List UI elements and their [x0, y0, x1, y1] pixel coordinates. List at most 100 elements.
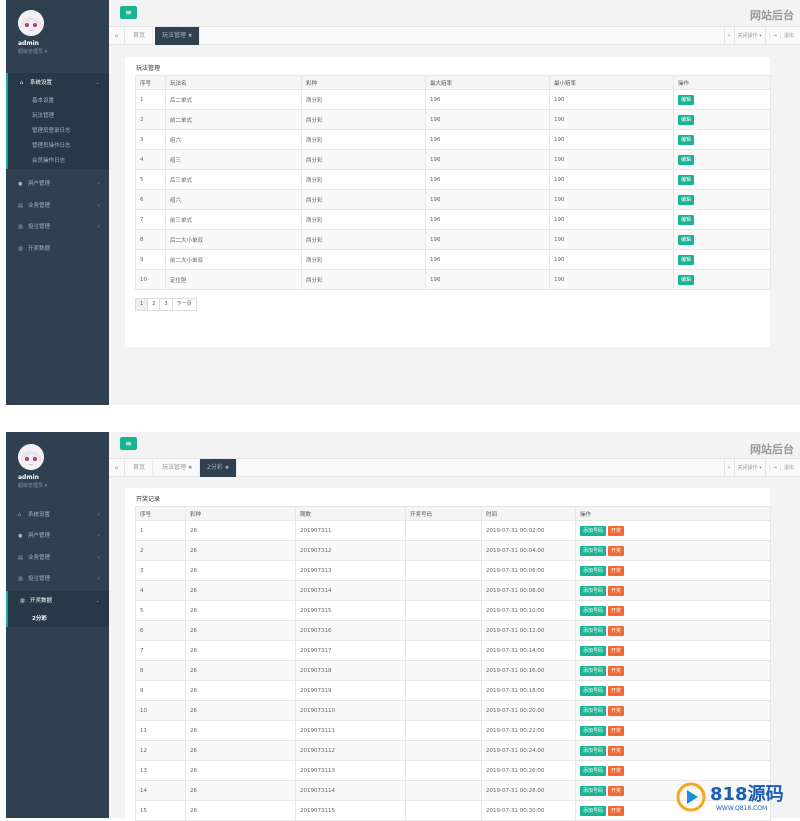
draw-button[interactable]: 开奖	[608, 746, 624, 756]
draw-button[interactable]: 开奖	[608, 666, 624, 676]
add-number-button[interactable]: 添加号码	[580, 646, 606, 656]
nav-label: 投注管理	[28, 224, 50, 230]
add-number-button[interactable]: 添加号码	[580, 706, 606, 716]
close-icon[interactable]: ✖	[225, 465, 229, 471]
add-number-button[interactable]: 添加号码	[580, 546, 606, 556]
add-number-button[interactable]: 添加号码	[580, 746, 606, 756]
close-icon[interactable]: ✖	[188, 33, 192, 39]
user-role[interactable]: 超级管理员 ▾	[18, 482, 47, 489]
draw-button[interactable]: 开奖	[608, 786, 624, 796]
table-cell: 6	[136, 190, 166, 210]
close-icon[interactable]: ✖	[188, 465, 192, 471]
sub-item-admin-login-log[interactable]: 管理员登录日志	[8, 124, 109, 139]
add-number-button[interactable]: 添加号码	[580, 606, 606, 616]
nav-bet-management[interactable]: ▥投注管理 ‹	[6, 217, 109, 238]
table-cell: 2019-07-31 00:14:00	[482, 641, 576, 661]
draw-button[interactable]: 开奖	[608, 646, 624, 656]
nav-label: 用户管理	[28, 181, 50, 187]
user-avatar[interactable]	[18, 444, 44, 470]
add-number-button[interactable]: 添加号码	[580, 566, 606, 576]
draw-button[interactable]: 开奖	[608, 526, 624, 536]
tab-scroll-right-icon[interactable]: »	[724, 459, 734, 477]
add-number-button[interactable]: 添加号码	[580, 766, 606, 776]
edit-button[interactable]: 编辑	[678, 115, 694, 125]
logout-button[interactable]: ⇥退出	[765, 459, 800, 477]
draw-button[interactable]: 开奖	[608, 686, 624, 696]
add-number-button[interactable]: 添加号码	[580, 686, 606, 696]
tab-home[interactable]: 首页	[126, 459, 153, 477]
draw-button[interactable]: 开奖	[608, 626, 624, 636]
tab-play-management[interactable]: 玩法管理✖	[155, 459, 200, 477]
sub-item-member-operation-log[interactable]: 会员操作日志	[8, 154, 109, 169]
next-page-link[interactable]: 下一页	[173, 299, 196, 310]
edit-button[interactable]: 编辑	[678, 215, 694, 225]
page-3-link[interactable]: 3	[160, 299, 172, 310]
edit-button[interactable]: 编辑	[678, 195, 694, 205]
draw-button[interactable]: 开奖	[608, 726, 624, 736]
table-cell: 前二大小单双	[166, 250, 302, 270]
nav-system-settings[interactable]: ⌂系统设置 ‹	[6, 505, 109, 526]
sub-item-admin-operation-log[interactable]: 管理员操作日志	[8, 139, 109, 154]
table-cell: 两分彩	[302, 90, 426, 110]
add-number-button[interactable]: 添加号码	[580, 806, 606, 816]
tab-2min-lottery[interactable]: 2分彩✖	[200, 459, 237, 477]
logout-button[interactable]: ⇥退出	[765, 27, 800, 45]
edit-button[interactable]: 编辑	[678, 175, 694, 185]
nav-user-management[interactable]: ●用户管理 ‹	[6, 526, 109, 547]
sub-item-2min-lottery[interactable]: 2分彩	[8, 612, 109, 627]
close-operations-dropdown[interactable]: 关闭操作 ▾	[734, 459, 765, 477]
table-cell: 两分彩	[302, 170, 426, 190]
add-number-button[interactable]: 添加号码	[580, 626, 606, 636]
table-cell: 26	[186, 661, 296, 681]
draw-button[interactable]: 开奖	[608, 566, 624, 576]
draw-button[interactable]: 开奖	[608, 806, 624, 816]
edit-button[interactable]: 编辑	[678, 275, 694, 285]
action-cell: 添加号码开奖	[576, 701, 771, 721]
edit-button[interactable]: 编辑	[678, 135, 694, 145]
tab-home[interactable]: 首页	[126, 27, 153, 45]
nav-system-settings[interactable]: ⌂系统设置 ⌄	[6, 73, 109, 94]
menu-toggle-button[interactable]: ≡	[120, 6, 137, 19]
table-cell: 26	[186, 521, 296, 541]
close-operations-dropdown[interactable]: 关闭操作 ▾	[734, 27, 765, 45]
tab-scroll-left-icon[interactable]: «	[109, 27, 125, 45]
sub-item-play-management[interactable]: 玩法管理	[8, 109, 109, 124]
edit-button[interactable]: 编辑	[678, 235, 694, 245]
table-cell: 2019-07-31 00:08:00	[482, 581, 576, 601]
chevron-down-icon: ⌄	[95, 591, 100, 612]
chevron-left-icon: ‹	[98, 217, 100, 238]
page-1-link[interactable]: 1	[136, 299, 148, 310]
user-role[interactable]: 超级管理员 ▾	[18, 48, 47, 55]
add-number-button[interactable]: 添加号码	[580, 526, 606, 536]
table-cell: 201907312	[296, 541, 406, 561]
draw-button[interactable]: 开奖	[608, 586, 624, 596]
user-avatar[interactable]	[18, 10, 44, 36]
add-number-button[interactable]: 添加号码	[580, 726, 606, 736]
nav-business-management[interactable]: ▤业务管理 ‹	[6, 548, 109, 569]
draw-button[interactable]: 开奖	[608, 706, 624, 716]
page-2-link[interactable]: 2	[148, 299, 160, 310]
tab-scroll-left-icon[interactable]: «	[109, 459, 125, 477]
nav-draw-data[interactable]: ▥开奖数据 ⌄	[6, 591, 109, 612]
edit-button[interactable]: 编辑	[678, 155, 694, 165]
nav-user-management[interactable]: ●用户管理 ‹	[6, 174, 109, 195]
draw-button[interactable]: 开奖	[608, 606, 624, 616]
draw-button[interactable]: 开奖	[608, 766, 624, 776]
tab-scroll-right-icon[interactable]: »	[724, 27, 734, 45]
sub-item-basic-settings[interactable]: 基本设置	[8, 94, 109, 109]
menu-toggle-button[interactable]: ≡	[120, 437, 137, 450]
table-cell: 2019-07-31 00:28:00	[482, 781, 576, 801]
nav-business-management[interactable]: ▤业务管理 ‹	[6, 196, 109, 217]
edit-button[interactable]: 编辑	[678, 95, 694, 105]
edit-button[interactable]: 编辑	[678, 255, 694, 265]
nav-bet-management[interactable]: ▥投注管理 ‹	[6, 569, 109, 590]
add-number-button[interactable]: 添加号码	[580, 666, 606, 676]
watermark-brand: 818源码	[710, 780, 784, 806]
draw-button[interactable]: 开奖	[608, 546, 624, 556]
tab-play-management[interactable]: 玩法管理✖	[155, 27, 200, 45]
add-number-button[interactable]: 添加号码	[580, 786, 606, 796]
nav-draw-data[interactable]: ▥开奖数据	[6, 239, 109, 260]
add-number-button[interactable]: 添加号码	[580, 586, 606, 596]
